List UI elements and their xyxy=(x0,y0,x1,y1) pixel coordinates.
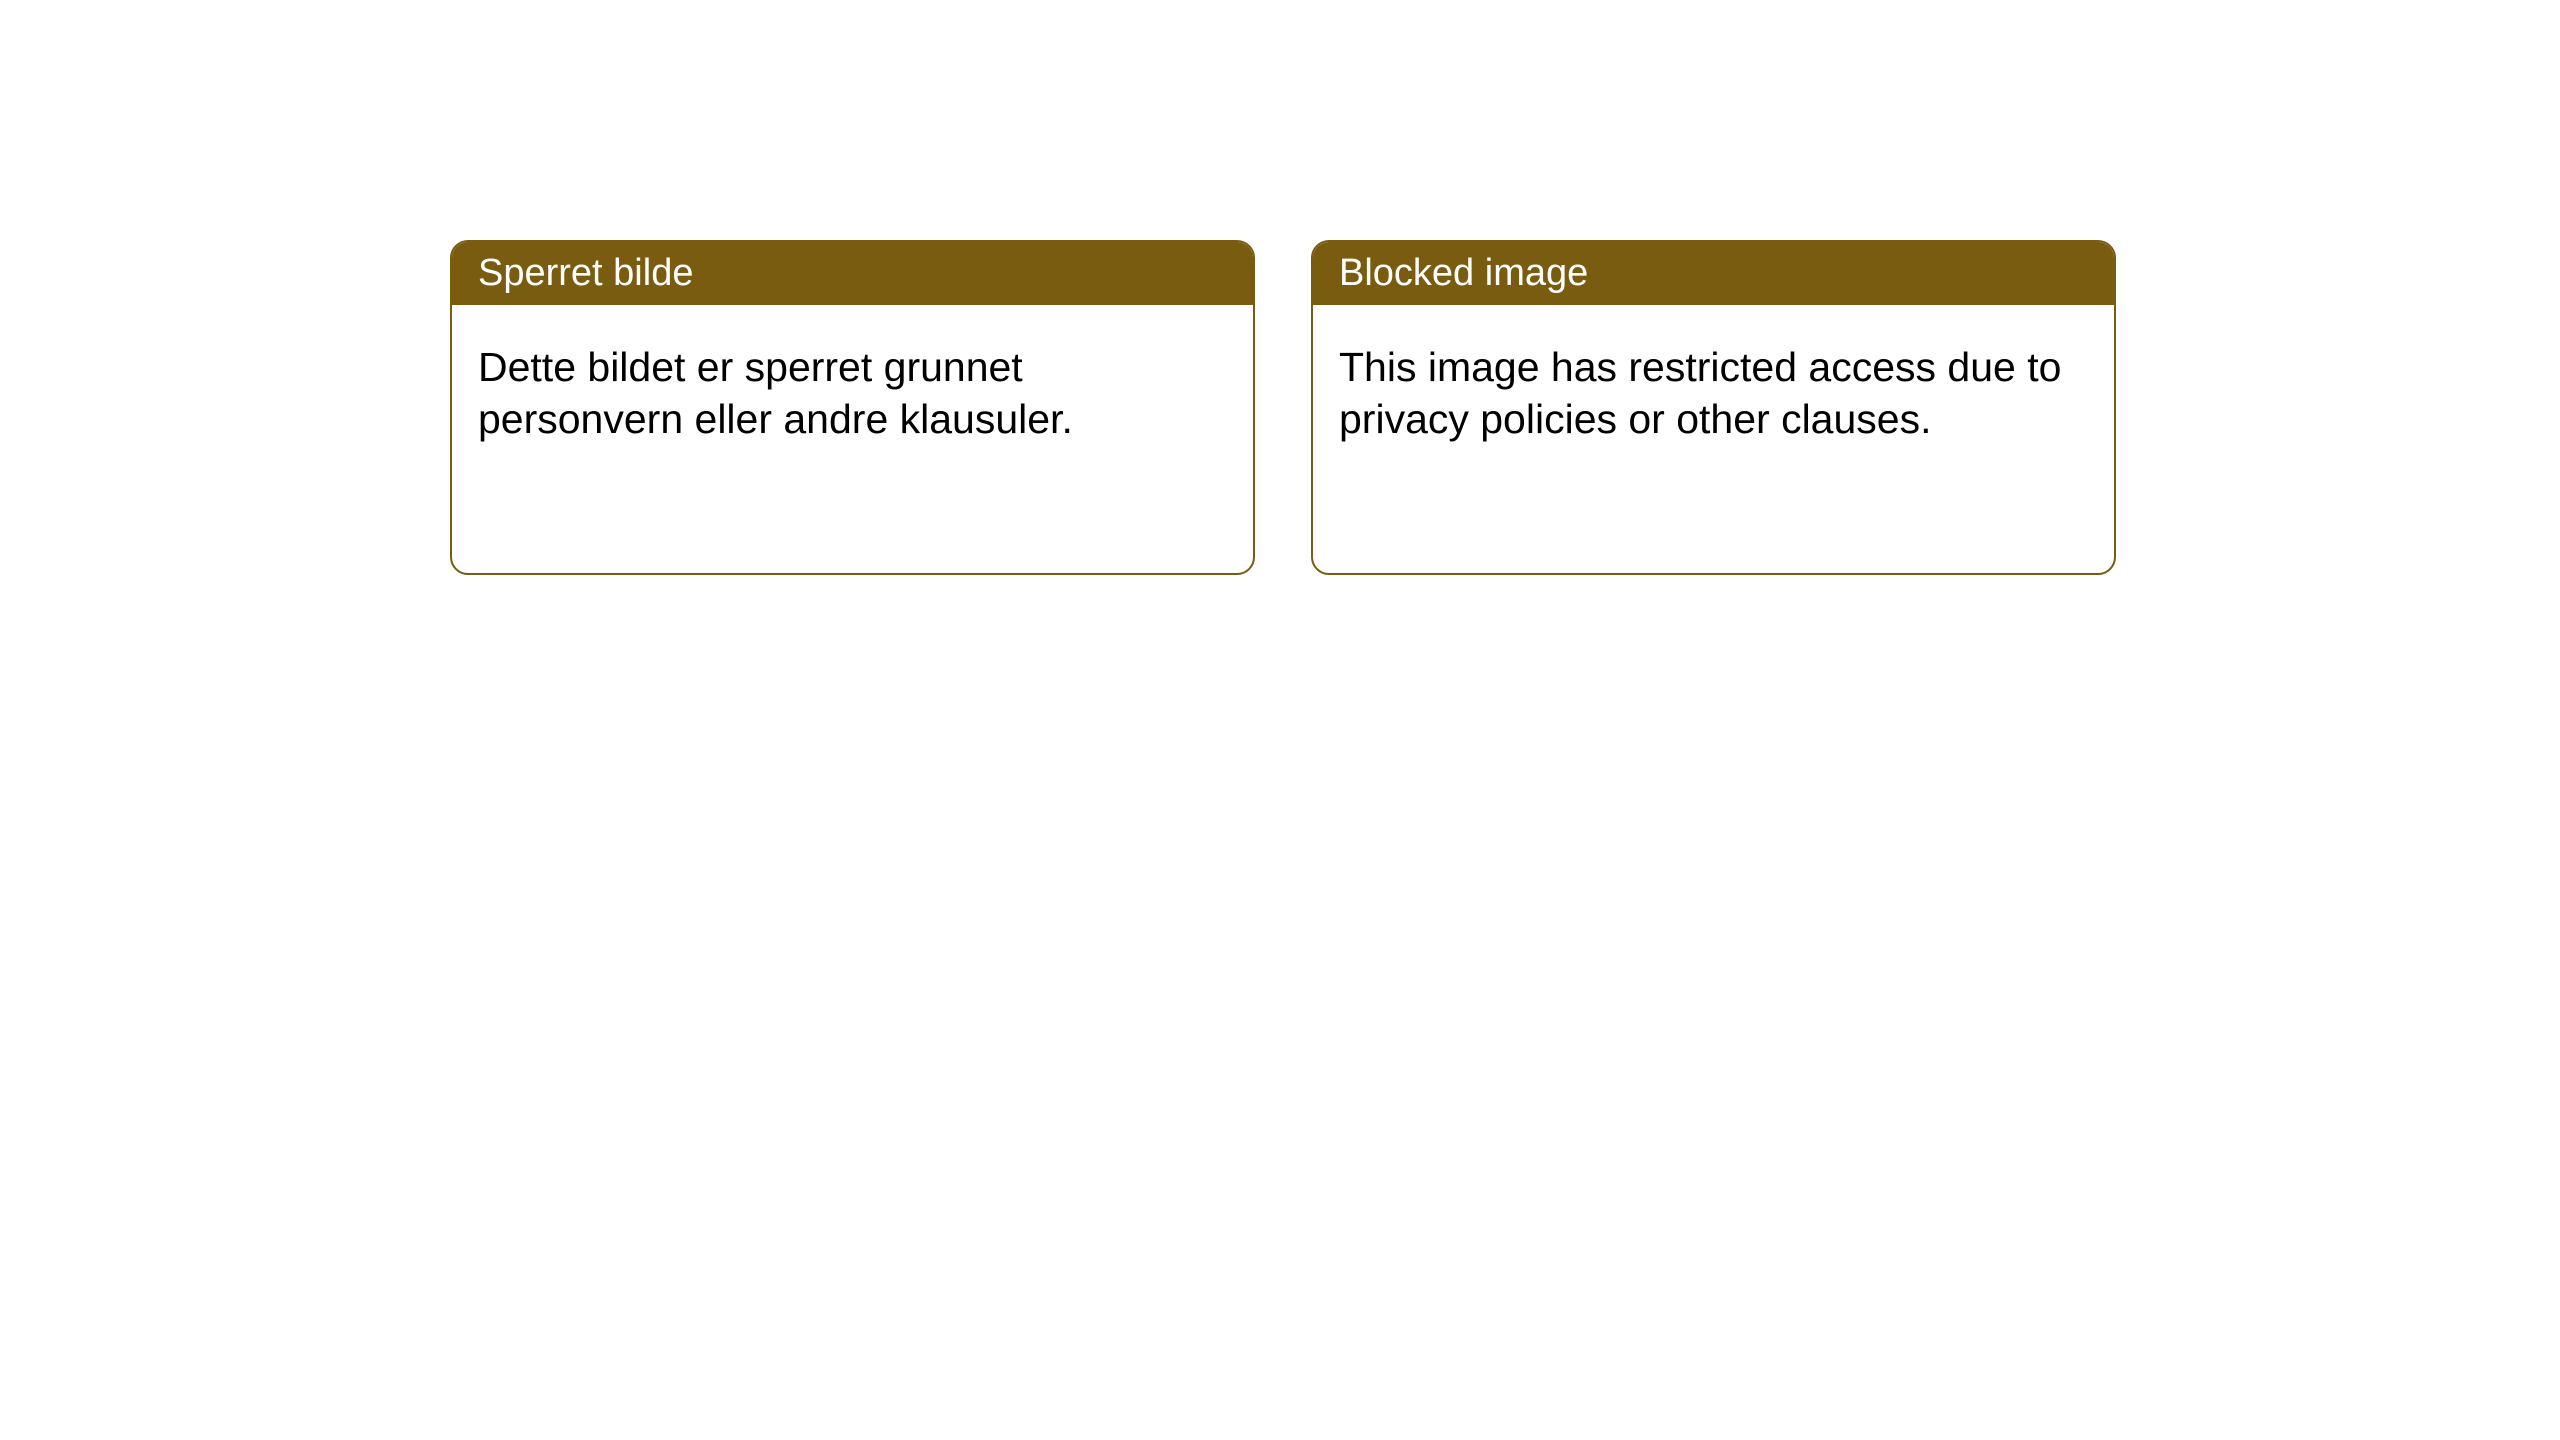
card-title: Blocked image xyxy=(1339,252,1588,294)
card-body-text: Dette bildet er sperret grunnet personve… xyxy=(478,344,1073,442)
card-body-text: This image has restricted access due to … xyxy=(1339,344,2061,442)
notice-card-norwegian: Sperret bilde Dette bildet er sperret gr… xyxy=(450,240,1255,575)
card-header: Sperret bilde xyxy=(452,242,1253,305)
card-header: Blocked image xyxy=(1313,242,2114,305)
card-title: Sperret bilde xyxy=(478,252,693,294)
notice-container: Sperret bilde Dette bildet er sperret gr… xyxy=(0,0,2560,575)
card-body: Dette bildet er sperret grunnet personve… xyxy=(452,305,1253,481)
notice-card-english: Blocked image This image has restricted … xyxy=(1311,240,2116,575)
card-body: This image has restricted access due to … xyxy=(1313,305,2114,481)
